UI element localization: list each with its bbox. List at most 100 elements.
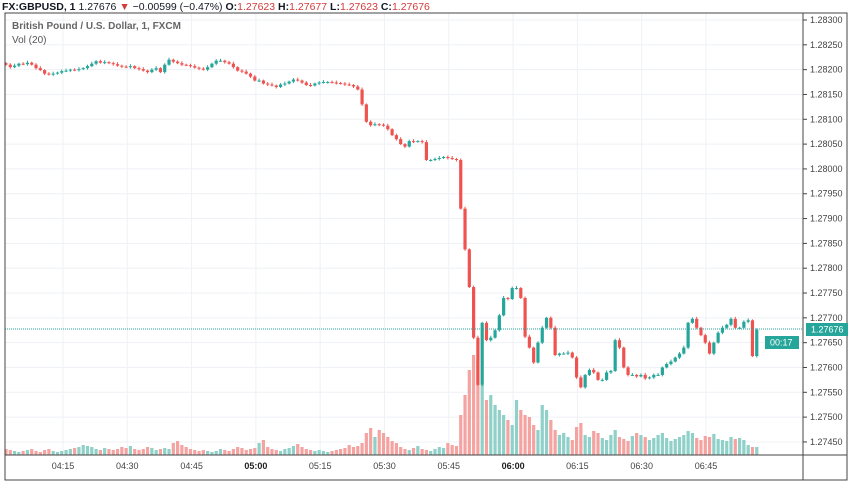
candle-body bbox=[236, 67, 240, 71]
candle-body bbox=[553, 327, 557, 356]
volume-bar bbox=[317, 450, 321, 455]
volume-bar bbox=[411, 448, 416, 455]
price-tick-label: 1.27500 bbox=[810, 412, 843, 422]
volume-bar bbox=[330, 451, 334, 455]
volume-bar bbox=[613, 430, 617, 455]
candle-body bbox=[450, 157, 454, 159]
candle-body bbox=[484, 322, 489, 341]
candle-body bbox=[437, 157, 441, 159]
price-tick-label: 1.27650 bbox=[810, 338, 843, 348]
candle-body bbox=[210, 63, 214, 68]
volume-bar bbox=[107, 449, 111, 455]
time-tick-label: 04:15 bbox=[52, 461, 75, 471]
volume-bar bbox=[64, 450, 68, 455]
volume-bar bbox=[343, 448, 347, 455]
candle-body bbox=[557, 353, 562, 356]
price-axis[interactable]: 1.28300 1.28250 1.28200 1.28150 1.28100 1.280… bbox=[803, 15, 843, 447]
candle-body bbox=[742, 321, 746, 328]
volume-bar bbox=[677, 437, 682, 455]
low-label: L: bbox=[330, 1, 340, 13]
volume-bar bbox=[304, 449, 308, 455]
volume-bar bbox=[707, 437, 712, 455]
candle-body bbox=[145, 70, 150, 73]
volume-bar bbox=[206, 451, 210, 455]
price-tick-label: 1.27600 bbox=[810, 362, 843, 372]
volume-bar bbox=[257, 443, 261, 455]
volume-bar bbox=[630, 436, 634, 455]
price-tick-label: 1.27950 bbox=[810, 189, 843, 199]
candle-body bbox=[296, 79, 300, 81]
price-tick-label: 1.28050 bbox=[810, 139, 843, 149]
candle-body bbox=[729, 318, 733, 325]
candle-body bbox=[630, 374, 634, 376]
candle-body bbox=[55, 72, 60, 74]
volume-bar bbox=[562, 433, 566, 455]
candle-body bbox=[716, 332, 720, 343]
volume-bar bbox=[154, 450, 158, 455]
volume-bar bbox=[626, 441, 630, 455]
volume-bar bbox=[484, 400, 489, 455]
candle-body bbox=[707, 342, 712, 354]
candle-body bbox=[300, 80, 304, 83]
candle-body bbox=[313, 83, 317, 86]
volume-bar bbox=[339, 449, 343, 455]
candle-body bbox=[248, 73, 253, 77]
candle-body bbox=[403, 144, 407, 147]
volume-bar bbox=[287, 448, 291, 455]
candle-body bbox=[570, 352, 574, 358]
volume-bar bbox=[261, 440, 265, 455]
candle-body bbox=[34, 64, 38, 69]
volume-bar bbox=[579, 423, 583, 455]
volume-bar bbox=[326, 452, 330, 455]
price-tick-label: 1.27750 bbox=[810, 288, 843, 298]
candle-body bbox=[141, 69, 145, 71]
volume-bar bbox=[81, 445, 85, 455]
volume-bar bbox=[369, 428, 373, 455]
volume-bar bbox=[51, 451, 55, 455]
volume-bar bbox=[360, 443, 364, 455]
time-tick-label: 05:30 bbox=[373, 461, 396, 471]
time-tick-label: 06:45 bbox=[695, 461, 718, 471]
volume-bar bbox=[699, 440, 703, 455]
candle-body bbox=[725, 324, 729, 328]
candle-body bbox=[85, 66, 90, 69]
candle-body bbox=[514, 288, 519, 290]
volume-bar bbox=[733, 439, 737, 455]
volume-bar bbox=[755, 447, 759, 455]
open-value: 1.27623 bbox=[237, 1, 276, 13]
time-axis[interactable]: 04:15 04:30 04:45 05:00 05:15 05:30 05:45 06:00… bbox=[52, 461, 718, 471]
candle-body bbox=[278, 84, 283, 88]
volume-bar bbox=[47, 449, 51, 455]
volume-bar bbox=[8, 450, 12, 455]
volume-bar bbox=[390, 441, 394, 455]
price-tick-label: 1.28100 bbox=[810, 114, 843, 124]
volume-bar bbox=[274, 450, 278, 455]
candle-body bbox=[150, 69, 154, 73]
volume-bar bbox=[236, 447, 240, 455]
volume-bar bbox=[446, 443, 450, 455]
volume-bar bbox=[690, 433, 694, 455]
volume-indicator-label[interactable]: Vol (20) bbox=[12, 35, 47, 46]
volume-bar bbox=[4, 449, 8, 455]
candle-body bbox=[167, 59, 171, 65]
symbol-label[interactable]: FX:GBPUSD, 1 bbox=[2, 1, 76, 13]
candle-body bbox=[124, 66, 128, 68]
candle-body bbox=[308, 85, 313, 87]
volume-bar bbox=[643, 437, 647, 455]
volume-bar bbox=[210, 452, 214, 455]
price-tick-label: 1.27900 bbox=[810, 214, 843, 224]
candle-body bbox=[510, 288, 514, 299]
volume-bar bbox=[656, 435, 660, 455]
volume-bar bbox=[270, 449, 274, 455]
candle-body bbox=[712, 342, 716, 354]
candle-body bbox=[660, 367, 664, 375]
candle-body bbox=[137, 68, 141, 70]
volume-bar bbox=[502, 415, 506, 455]
candle-body bbox=[540, 327, 544, 343]
volume-bar bbox=[300, 447, 304, 455]
volume-bar bbox=[12, 451, 17, 455]
volume-bar bbox=[38, 452, 42, 455]
candle-body bbox=[733, 318, 737, 328]
candle-body bbox=[47, 73, 51, 75]
